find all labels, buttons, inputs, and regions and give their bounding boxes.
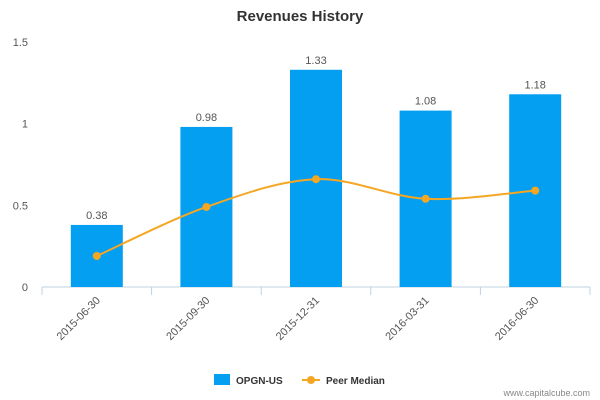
peer-median-point [202,202,211,211]
bar-data-label: 0.98 [196,112,217,124]
y-tick-label: 0 [22,282,28,294]
peer-median-point [421,194,430,203]
bar-data-label: 0.38 [86,210,107,222]
watermark-text: www.capitalcube.com [502,388,590,398]
x-tick-label: 2016-06-30 [493,295,541,343]
y-tick-label: 0.5 [13,200,28,212]
bar-data-label: 1.08 [415,96,436,108]
legend: OPGN-US Peer Median [214,374,385,387]
x-axis: 2015-06-30 2015-09-30 2015-12-31 2016-03-31… [41,287,591,343]
peer-median-point [92,251,101,260]
bar-data-labels: 0.38 0.98 1.33 1.08 1.18 [86,55,546,222]
y-tick-label: 1 [22,119,28,131]
legend-label-opgn: OPGN-US [236,376,283,387]
chart-title: Revenues History [237,8,364,25]
peer-median-point [531,186,540,195]
legend-swatch-peer-marker [307,376,315,384]
x-tick-label: 2015-09-30 [164,295,212,343]
bar-data-label: 1.33 [305,55,326,67]
x-tick-label: 2016-03-31 [383,295,431,343]
x-tick-label: 2015-12-31 [274,295,322,343]
legend-swatch-opgn [214,374,230,385]
legend-label-peer: Peer Median [326,376,385,387]
bar-data-label: 1.18 [524,79,545,91]
x-tick-label: 2015-06-30 [55,295,103,343]
peer-median-series [92,175,540,260]
y-tick-label: 1.5 [13,37,28,49]
y-axis: 0 0.5 1 1.5 [13,37,28,294]
peer-median-point [312,175,320,184]
